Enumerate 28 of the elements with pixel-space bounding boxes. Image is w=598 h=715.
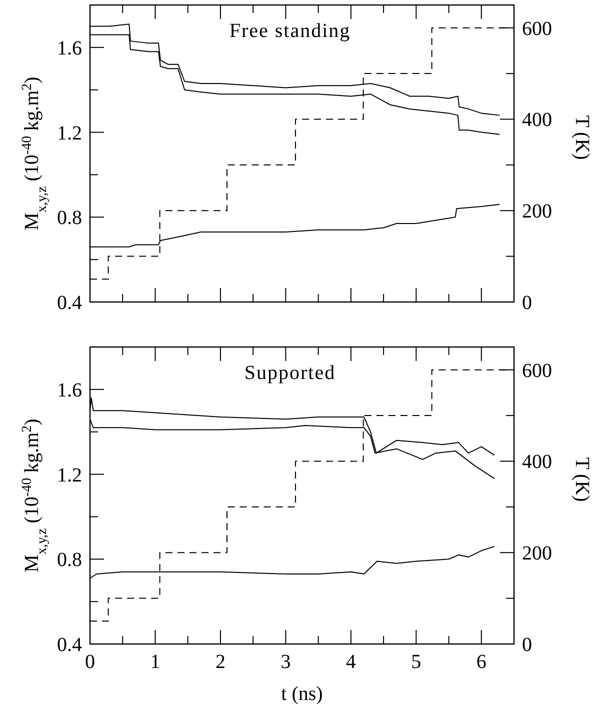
y2-tick-label: 400 bbox=[522, 109, 552, 132]
y2-tick-label: 0 bbox=[522, 634, 532, 656]
x-axis-title: t (ns) bbox=[281, 683, 323, 705]
text: Free standing bbox=[229, 20, 351, 42]
y-tick-label: 0.8 bbox=[57, 549, 82, 572]
y2-tick-label: 600 bbox=[522, 18, 552, 40]
text: Supported bbox=[244, 362, 336, 384]
y-tick-label: 0.8 bbox=[57, 207, 82, 230]
y-tick-label: 1.2 bbox=[57, 122, 82, 144]
y2-tick-label: 200 bbox=[522, 542, 552, 565]
y-tick-label: 1.2 bbox=[57, 464, 82, 486]
y2-tick-label: 200 bbox=[522, 200, 552, 223]
y2-tick-label: 400 bbox=[522, 451, 552, 474]
y2-tick-label: 600 bbox=[522, 360, 552, 382]
x-tick-label: 6 bbox=[476, 651, 486, 673]
x-tick-label: 2 bbox=[215, 651, 226, 673]
y-tick-label: 1.6 bbox=[57, 37, 82, 60]
y2-tick-label: 0 bbox=[522, 292, 532, 314]
x-tick-label: 0 bbox=[85, 651, 95, 673]
y2-axis-title: T (K) bbox=[571, 115, 593, 160]
x-tick-label: 3 bbox=[280, 651, 291, 673]
x-tick-label: 4 bbox=[346, 651, 356, 673]
y-tick-label: 0.4 bbox=[57, 292, 82, 314]
y-tick-label: 0.4 bbox=[57, 634, 82, 656]
y-tick-label: 1.6 bbox=[57, 379, 82, 402]
x-tick-label: 1 bbox=[150, 651, 160, 673]
y2-axis-title: T (K) bbox=[571, 457, 593, 502]
x-tick-label: 5 bbox=[411, 651, 422, 673]
